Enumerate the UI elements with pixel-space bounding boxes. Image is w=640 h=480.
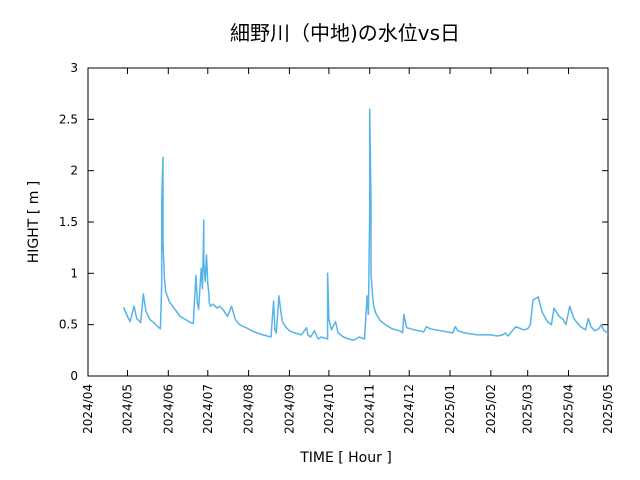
x-axis-ticks: 2024/04 2024/05 2024/06 2024/07 2024/08 2024/… (81, 68, 615, 434)
x-tick-label: 2024/09 (282, 384, 296, 434)
x-tick-label: 2024/04 (81, 384, 95, 434)
y-tick-label: 2.5 (59, 112, 78, 126)
x-tick-label: 2024/07 (201, 384, 215, 434)
x-tick-label: 2025/03 (521, 384, 535, 434)
x-tick-label: 2024/11 (363, 384, 377, 434)
x-tick-label: 2025/05 (601, 384, 615, 434)
y-axis-label: HIGHT [ m ] (26, 181, 42, 264)
x-tick-label: 2024/05 (120, 384, 134, 434)
y-tick-label: 3 (70, 61, 78, 75)
x-tick-label: 2025/04 (562, 384, 576, 434)
x-tick-label: 2024/06 (161, 384, 175, 434)
y-tick-label: 2 (70, 164, 78, 178)
y-tick-label: 0 (70, 369, 78, 383)
series-line (122, 108, 609, 341)
y-tick-label: 0.5 (59, 318, 78, 332)
x-tick-label: 2024/10 (322, 384, 336, 434)
x-tick-label: 2024/08 (242, 384, 256, 434)
x-axis-label: TIME [ Hour ] (299, 450, 392, 466)
y-tick-label: 1.5 (59, 215, 78, 229)
x-tick-label: 2025/02 (484, 384, 498, 434)
chart-title: 細野川（中地)の水位vs日 (230, 21, 460, 45)
y-tick-label: 1 (70, 266, 78, 280)
x-tick-label: 2024/12 (402, 384, 416, 434)
y-axis-ticks: 0 0.5 1 1.5 2 2.5 3 (59, 61, 608, 383)
x-tick-label: 2025/01 (443, 384, 457, 434)
plot-frame (87, 67, 609, 377)
